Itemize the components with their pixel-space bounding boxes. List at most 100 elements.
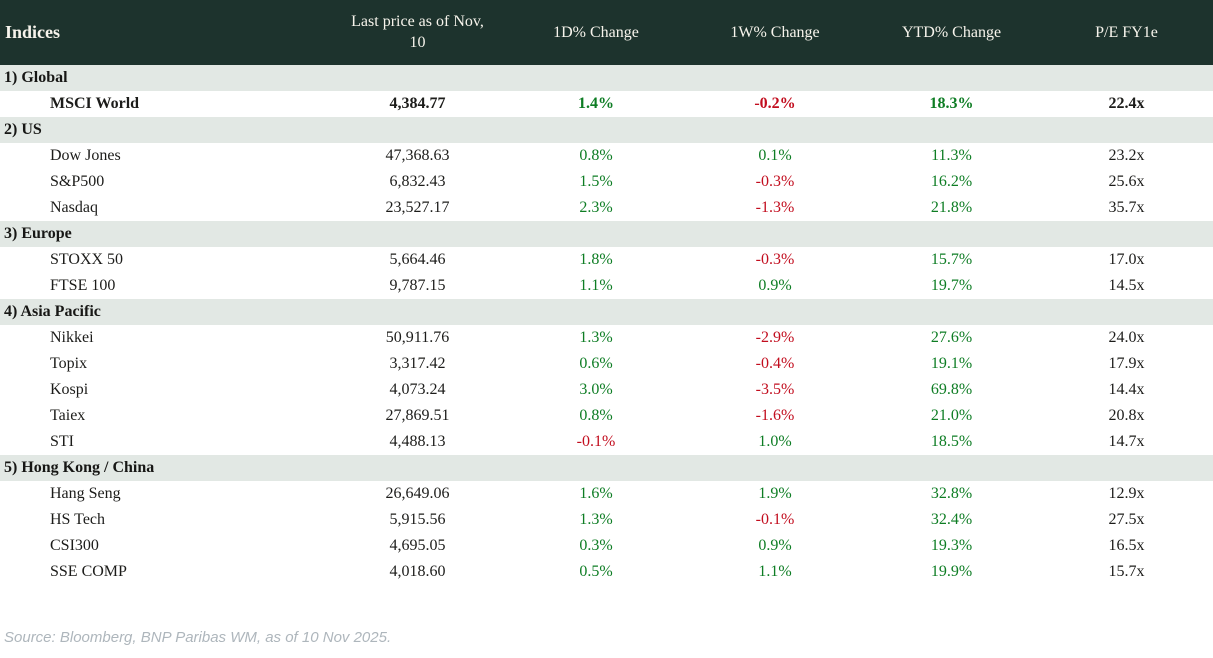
change-ytd: 21.8% xyxy=(930,199,973,216)
change-1w: 0.9% xyxy=(758,277,792,294)
pe-fy1e: 35.7x xyxy=(1108,199,1145,216)
index-row: S&P500 6,832.43 1.5% -0.3% 16.2% 25.6x xyxy=(0,169,1213,195)
change-1w: -0.4% xyxy=(755,355,795,372)
change-1d: 0.8% xyxy=(579,407,613,424)
section-label: 5) Hong Kong / China xyxy=(0,455,1213,481)
section-label: 4) Asia Pacific xyxy=(0,299,1213,325)
pe-fy1e: 27.5x xyxy=(1108,511,1145,528)
index-name: FTSE 100 xyxy=(50,277,116,294)
index-row: SSE COMP 4,018.60 0.5% 1.1% 19.9% 15.7x xyxy=(0,559,1213,585)
index-row: Nasdaq 23,527.17 2.3% -1.3% 21.8% 35.7x xyxy=(0,195,1213,221)
index-row: STOXX 50 5,664.46 1.8% -0.3% 15.7% 17.0x xyxy=(0,247,1213,273)
index-name: Nasdaq xyxy=(50,199,98,216)
change-1d: 1.4% xyxy=(578,95,614,112)
index-row: Dow Jones 47,368.63 0.8% 0.1% 11.3% 23.2x xyxy=(0,143,1213,169)
last-price: 4,384.77 xyxy=(389,95,446,112)
section-label: 3) Europe xyxy=(0,221,1213,247)
change-1w: 1.1% xyxy=(758,563,792,580)
last-price: 27,869.51 xyxy=(385,407,450,424)
pe-fy1e: 22.4x xyxy=(1108,95,1145,112)
change-1w: 1.0% xyxy=(758,433,792,450)
change-ytd: 27.6% xyxy=(930,329,973,346)
pe-fy1e: 15.7x xyxy=(1108,563,1145,580)
change-ytd: 18.5% xyxy=(930,433,973,450)
table-header: Indices Last price as of Nov, 10 1D% Cha… xyxy=(0,0,1213,65)
index-row: MSCI World 4,384.77 1.4% -0.2% 18.3% 22.4x xyxy=(0,91,1213,117)
change-ytd: 16.2% xyxy=(930,173,973,190)
change-1d: 1.1% xyxy=(579,277,613,294)
change-1d: 0.3% xyxy=(579,537,613,554)
change-ytd: 19.3% xyxy=(930,537,973,554)
pe-fy1e: 14.4x xyxy=(1108,381,1145,398)
change-ytd: 11.3% xyxy=(931,147,972,164)
last-price: 4,073.24 xyxy=(389,381,446,398)
pe-fy1e: 20.8x xyxy=(1108,407,1145,424)
change-1w: -3.5% xyxy=(755,381,795,398)
col-header-last-price: Last price as of Nov, 10 xyxy=(330,0,505,65)
change-1d: 1.6% xyxy=(579,485,613,502)
change-1d: 1.5% xyxy=(579,173,613,190)
col-header-last-price-label: Last price as of Nov, 10 xyxy=(351,12,484,51)
change-1d: 3.0% xyxy=(579,381,613,398)
change-1d: 0.6% xyxy=(579,355,613,372)
section-label: 2) US xyxy=(0,117,1213,143)
index-name: SSE COMP xyxy=(50,563,127,580)
index-name: STI xyxy=(50,433,74,450)
pe-fy1e: 12.9x xyxy=(1108,485,1145,502)
index-row: Kospi 4,073.24 3.0% -3.5% 69.8% 14.4x xyxy=(0,377,1213,403)
last-price: 47,368.63 xyxy=(385,147,450,164)
last-price: 26,649.06 xyxy=(385,485,450,502)
index-row: FTSE 100 9,787.15 1.1% 0.9% 19.7% 14.5x xyxy=(0,273,1213,299)
pe-fy1e: 23.2x xyxy=(1108,147,1145,164)
change-1d: 1.3% xyxy=(579,329,613,346)
index-name: Topix xyxy=(50,355,88,372)
section-header-row: 4) Asia Pacific xyxy=(0,299,1213,325)
last-price: 4,018.60 xyxy=(389,563,446,580)
change-1d: 1.8% xyxy=(579,251,613,268)
index-row: CSI300 4,695.05 0.3% 0.9% 19.3% 16.5x xyxy=(0,533,1213,559)
col-header-1w-change: 1W% Change xyxy=(687,0,863,65)
index-name: STOXX 50 xyxy=(50,251,124,268)
pe-fy1e: 14.5x xyxy=(1108,277,1145,294)
section-label: 1) Global xyxy=(0,65,1213,91)
change-1w: -0.3% xyxy=(755,251,795,268)
index-row: STI 4,488.13 -0.1% 1.0% 18.5% 14.7x xyxy=(0,429,1213,455)
index-row: Nikkei 50,911.76 1.3% -2.9% 27.6% 24.0x xyxy=(0,325,1213,351)
pe-fy1e: 16.5x xyxy=(1108,537,1145,554)
index-row: Hang Seng 26,649.06 1.6% 1.9% 32.8% 12.9x xyxy=(0,481,1213,507)
change-ytd: 19.7% xyxy=(930,277,973,294)
change-1d: 0.8% xyxy=(579,147,613,164)
index-name: Kospi xyxy=(50,381,89,398)
change-ytd: 69.8% xyxy=(930,381,973,398)
col-header-1d-change: 1D% Change xyxy=(505,0,687,65)
source-note: Source: Bloomberg, BNP Paribas WM, as of… xyxy=(4,629,392,646)
change-1w: 0.1% xyxy=(758,147,792,164)
pe-fy1e: 17.9x xyxy=(1108,355,1145,372)
pe-fy1e: 25.6x xyxy=(1108,173,1145,190)
index-row: Topix 3,317.42 0.6% -0.4% 19.1% 17.9x xyxy=(0,351,1213,377)
index-name: S&P500 xyxy=(50,173,105,190)
col-header-ytd-change: YTD% Change xyxy=(863,0,1040,65)
header-row: Indices Last price as of Nov, 10 1D% Cha… xyxy=(0,0,1213,65)
change-1d: 0.5% xyxy=(579,563,613,580)
change-1w: -1.6% xyxy=(755,407,795,424)
change-1w: -2.9% xyxy=(755,329,795,346)
index-row: Taiex 27,869.51 0.8% -1.6% 21.0% 20.8x xyxy=(0,403,1213,429)
last-price: 4,488.13 xyxy=(389,433,446,450)
change-ytd: 19.9% xyxy=(930,563,973,580)
indices-table-body: 1) Global MSCI World 4,384.77 1.4% -0.2% 18.3… xyxy=(0,65,1213,585)
last-price: 4,695.05 xyxy=(389,537,446,554)
pe-fy1e: 14.7x xyxy=(1108,433,1145,450)
change-1w: -0.2% xyxy=(754,95,796,112)
last-price: 23,527.17 xyxy=(385,199,450,216)
pe-fy1e: 17.0x xyxy=(1108,251,1145,268)
index-name: Hang Seng xyxy=(50,485,121,502)
change-ytd: 21.0% xyxy=(930,407,973,424)
index-name: HS Tech xyxy=(50,511,106,528)
index-name: Dow Jones xyxy=(50,147,121,164)
indices-table: Indices Last price as of Nov, 10 1D% Cha… xyxy=(0,0,1213,585)
index-name: MSCI World xyxy=(50,95,140,112)
pe-fy1e: 24.0x xyxy=(1108,329,1145,346)
change-1d: 1.3% xyxy=(579,511,613,528)
